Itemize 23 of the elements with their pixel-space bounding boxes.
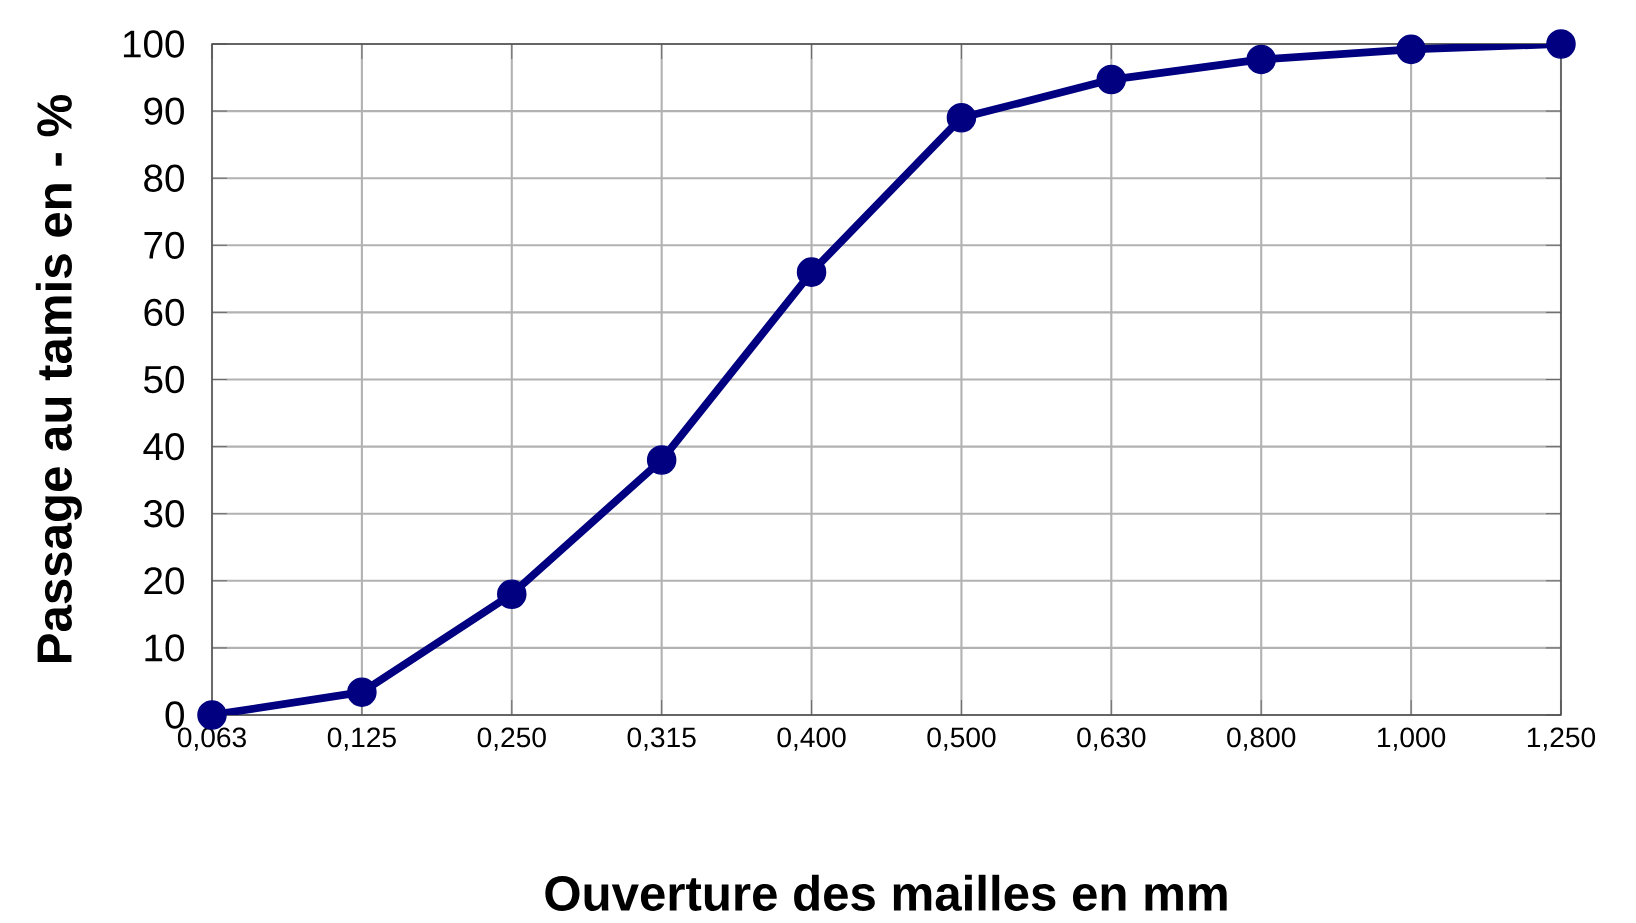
x-tick-label: 0,063 <box>177 727 246 751</box>
x-tick-label: 0,250 <box>477 727 546 751</box>
x-tick-label: 0,800 <box>1227 727 1296 751</box>
x-tick-label: 1,250 <box>1527 727 1596 751</box>
y-tick-label: 60 <box>144 298 184 327</box>
x-tick-label: 0,125 <box>327 727 396 751</box>
x-tick-label: 0,630 <box>1077 727 1146 751</box>
x-axis-title: Ouverture des mailles en mm <box>545 874 1227 911</box>
x-tick-label: 0,400 <box>777 727 846 751</box>
y-tick-label: 10 <box>145 634 184 662</box>
x-tick-label: 0,315 <box>627 727 696 751</box>
y-tick-label: 30 <box>144 500 184 528</box>
y-tick-label: 100 <box>123 30 184 58</box>
x-tick-label: 1,000 <box>1378 727 1446 751</box>
y-tick-label: 20 <box>144 567 184 595</box>
y-tick-label: 40 <box>143 432 184 461</box>
x-tick-label: 0,500 <box>927 727 996 751</box>
y-axis-title: Passage au tamis en - % <box>35 95 82 662</box>
y-tick-label: 50 <box>144 365 184 394</box>
y-tick-label: 80 <box>144 164 184 192</box>
y-tick-label: 0 <box>165 701 184 729</box>
y-tick-label: 70 <box>144 231 184 259</box>
y-tick-label: 90 <box>144 97 184 125</box>
